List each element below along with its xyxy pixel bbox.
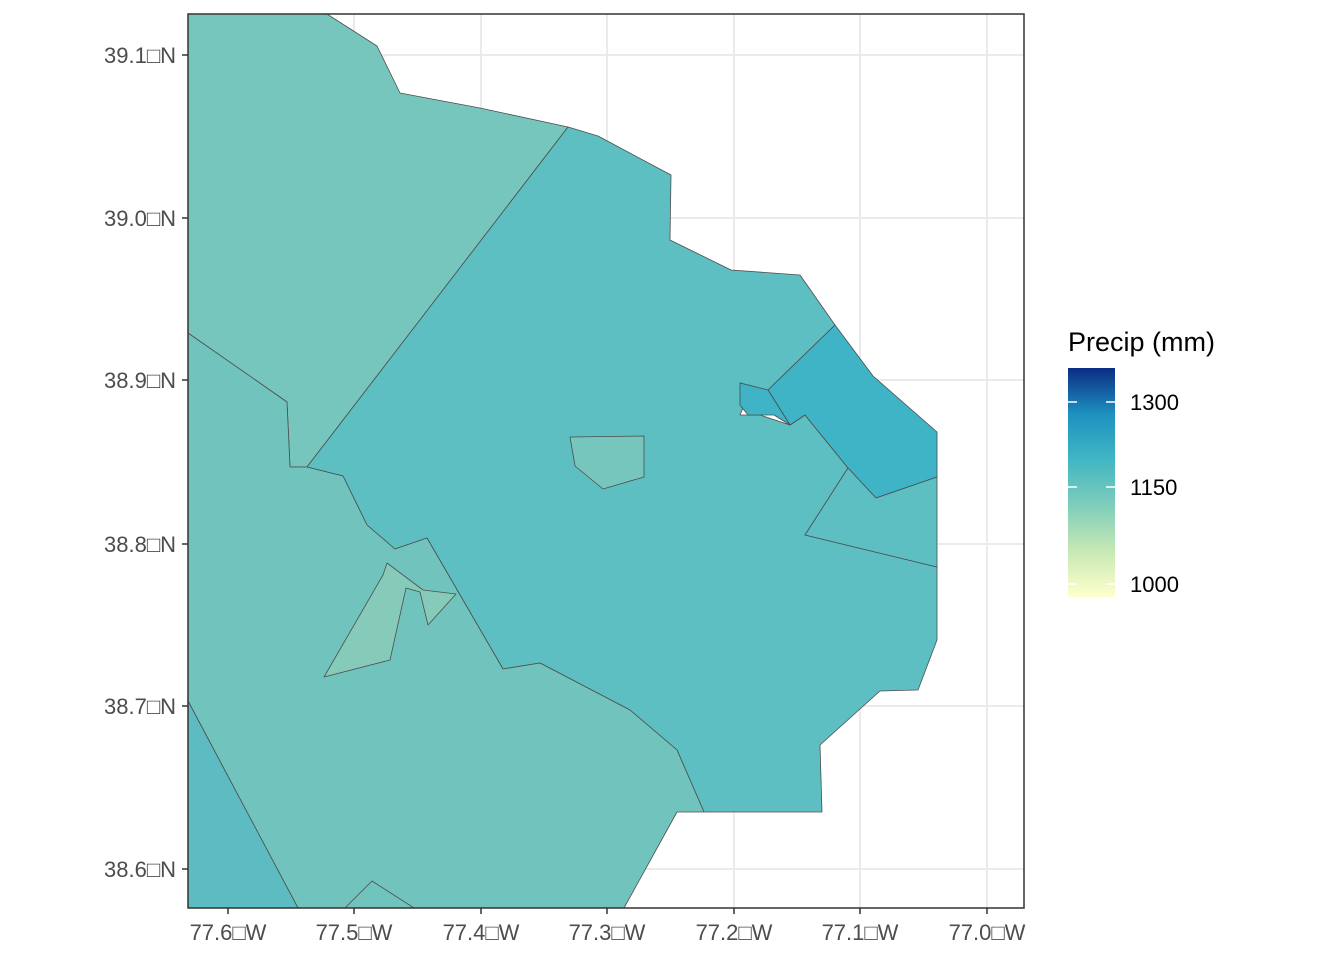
- region-small-green: [323, 562, 457, 678]
- x-axis-labels: 77.6□W 77.5□W 77.4□W 77.3□W 77.2□W 77.1□…: [190, 920, 1026, 945]
- y-tick-label: 39.1□N: [104, 43, 176, 68]
- legend: Precip (mm) 1300 1150 1000: [1068, 327, 1215, 597]
- x-tick-label: 77.0□W: [949, 920, 1026, 945]
- region-small-island: [569, 435, 645, 490]
- legend-title: Precip (mm): [1068, 327, 1215, 357]
- y-tick-label: 38.6□N: [104, 857, 176, 882]
- region-east-islet: [739, 382, 791, 426]
- legend-ticks: [1068, 401, 1115, 585]
- region-east-lower: [804, 467, 938, 568]
- x-tick-label: 77.5□W: [316, 920, 393, 945]
- panel-border: [187, 13, 1025, 909]
- legend-label: 1000: [1130, 572, 1179, 597]
- y-tick-label: 39.0□N: [104, 206, 176, 231]
- legend-label: 1300: [1130, 390, 1179, 415]
- y-tick-label: 38.7□N: [104, 694, 176, 719]
- region-bottom-sliver: [344, 880, 415, 908]
- x-tick-label: 77.2□W: [696, 920, 773, 945]
- region-south-west-edge: [188, 700, 299, 908]
- x-tick-label: 77.4□W: [443, 920, 520, 945]
- legend-label: 1150: [1130, 475, 1177, 500]
- x-tick-label: 77.6□W: [190, 920, 267, 945]
- y-axis-labels: 39.1□N 39.0□N 38.9□N 38.8□N 38.7□N 38.6□…: [104, 43, 176, 882]
- y-tick-label: 38.9□N: [104, 368, 176, 393]
- axis-ticks: [182, 54, 988, 914]
- x-tick-label: 77.1□W: [822, 920, 899, 945]
- map-regions: [188, 14, 938, 908]
- y-tick-label: 38.8□N: [104, 532, 176, 557]
- legend-colorbar: [1068, 368, 1115, 597]
- x-tick-label: 77.3□W: [569, 920, 646, 945]
- region-southwest: [188, 332, 705, 908]
